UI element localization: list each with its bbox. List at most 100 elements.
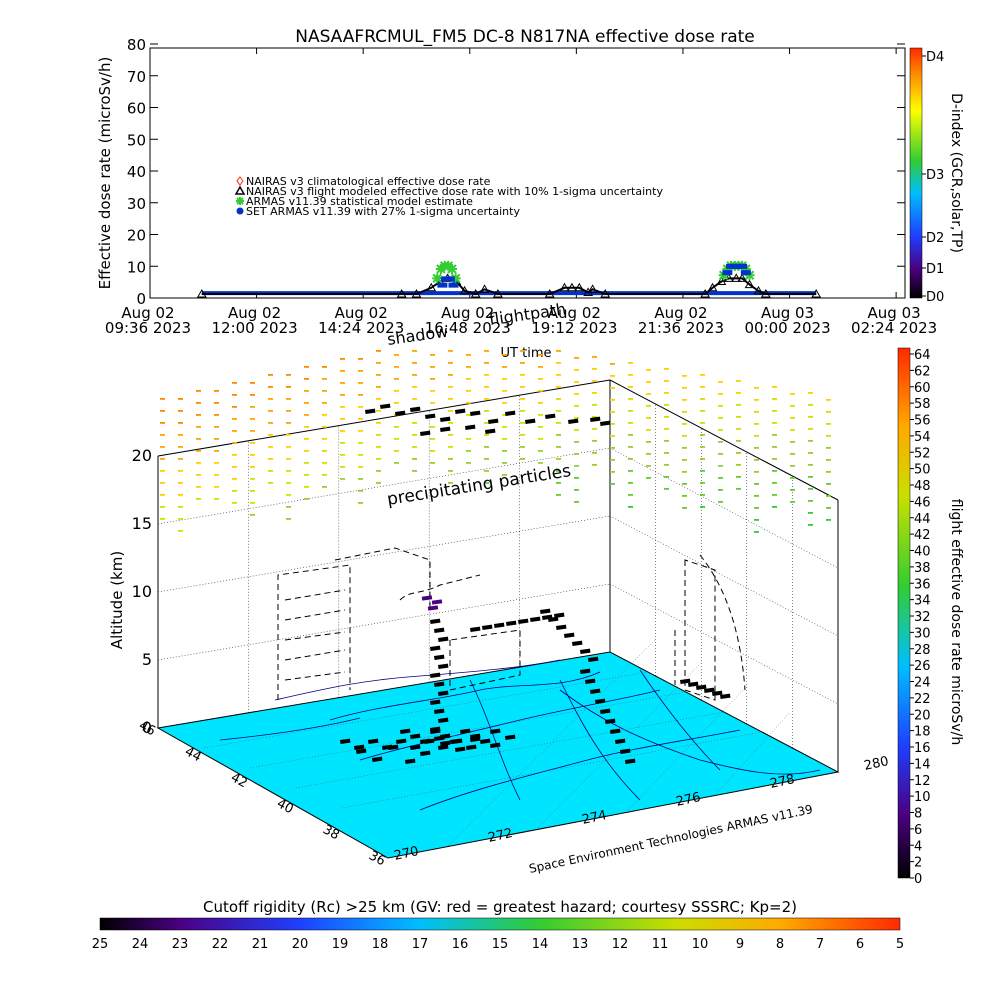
particle-dash [214, 462, 219, 464]
particle-dash [556, 410, 561, 412]
particle-dash [502, 402, 507, 404]
particle-dash [250, 490, 255, 492]
longitude-tick-label: 270 [393, 844, 420, 864]
particle-dash [160, 470, 165, 472]
dose-rate-tick-label: 2 [914, 856, 922, 871]
particle-dash [304, 414, 309, 416]
particle-dash [718, 477, 723, 479]
particle-dash [556, 374, 561, 376]
flight-path-mark [580, 648, 591, 654]
particle-dash [250, 382, 255, 384]
cutoff-rigidity-tick-label: 11 [652, 937, 669, 952]
dose-rate-tick-label: 58 [914, 397, 931, 412]
particle-dash [700, 494, 705, 496]
particle-dash [646, 369, 651, 371]
particle-dash [196, 486, 201, 488]
flight-path-mark [696, 684, 707, 690]
cutoff-rigidity-bar [99, 917, 901, 931]
y-tick-label: 0 [136, 290, 146, 308]
nairas-flight-point [707, 282, 718, 292]
particle-dash [664, 404, 669, 406]
particle-dash [412, 470, 417, 472]
particle-dash [754, 507, 759, 509]
particle-dash [772, 410, 777, 412]
particle-dash [394, 354, 399, 356]
set-armas-point [740, 270, 751, 276]
nairas-flight-point [744, 279, 755, 289]
cutoff-rigidity-tick-label: 24 [132, 937, 149, 952]
particle-dash [178, 398, 183, 400]
particle-dash [700, 434, 705, 436]
particle-dash [250, 514, 255, 516]
particle-dash [790, 441, 795, 443]
particle-dash [250, 418, 255, 420]
particle-dash [376, 386, 381, 388]
particle-dash [682, 435, 687, 437]
flight-path-mark [419, 738, 431, 744]
particle-dash [808, 488, 813, 490]
latitude-tick-label: 46 [136, 718, 158, 739]
particle-dash [628, 386, 633, 388]
d-index-ticks: D0 D1 D2 D3 D4 [922, 50, 944, 305]
particle-dash [574, 381, 579, 383]
flight-path-mark [438, 636, 449, 642]
nairas-flight-point [811, 288, 822, 298]
dose-rate-tick-label: 32 [914, 610, 931, 625]
flight-path-mark [548, 616, 559, 622]
particle-dash [250, 454, 255, 456]
particle-dash [304, 438, 309, 440]
particle-dash [340, 466, 345, 468]
flight-path-mark [396, 738, 407, 744]
particle-dash [250, 430, 255, 432]
particle-dash [214, 438, 219, 440]
particle-dash [232, 418, 237, 420]
flight-path-mark [580, 668, 591, 674]
particle-dash [664, 428, 669, 430]
particle-dash [412, 362, 417, 364]
particle-dash [358, 454, 363, 456]
particle-dash [214, 402, 219, 404]
particle-dash [592, 464, 597, 466]
dose-rate-tick-label: 34 [914, 594, 931, 609]
particle-dash [502, 438, 507, 440]
particle-dash [232, 394, 237, 396]
particle-dash [556, 350, 561, 352]
particle-dash [448, 446, 453, 448]
flight-path-mark [481, 624, 493, 630]
flight-path-mark [572, 640, 583, 646]
precipitating-particle-field [160, 350, 831, 533]
particle-dash [502, 414, 507, 416]
particle-dash [358, 502, 363, 504]
nairas-flight-point [493, 288, 503, 298]
dose-rate-tick-label: 22 [914, 692, 931, 707]
particle-dash [304, 486, 309, 488]
x-tick-label: 21:36 2023 [638, 319, 724, 337]
particle-dash [304, 366, 309, 368]
particle-dash [610, 447, 615, 449]
particle-dash [538, 438, 543, 440]
particle-dash [502, 450, 507, 452]
particle-dash [322, 426, 327, 428]
flight-path-mark [600, 708, 611, 714]
particle-dash [574, 501, 579, 503]
particle-dash [592, 440, 597, 442]
particle-dash [430, 462, 435, 464]
cutoff-rigidity-tick-label: 9 [736, 937, 744, 952]
particle-dash [484, 482, 489, 484]
particle-dash [574, 441, 579, 443]
particle-dash [286, 398, 291, 400]
particle-dash [646, 393, 651, 395]
x-tick-label: 00:00 2023 [744, 319, 830, 337]
particle-dash [178, 422, 183, 424]
particle-dash [376, 422, 381, 424]
particle-dash [556, 422, 561, 424]
cutoff-rigidity-tick-label: 23 [172, 937, 189, 952]
series-2 [437, 263, 751, 288]
time-series-panel: NASAAFRCMUL_FM5 DC-8 N817NA effective do… [96, 27, 937, 361]
particle-dash [718, 405, 723, 407]
flight-path-shadow [277, 547, 746, 701]
particle-dash [628, 410, 633, 412]
y-tick-label: 50 [127, 131, 146, 149]
flight-path-mark [712, 690, 723, 696]
particle-dash [610, 399, 615, 401]
